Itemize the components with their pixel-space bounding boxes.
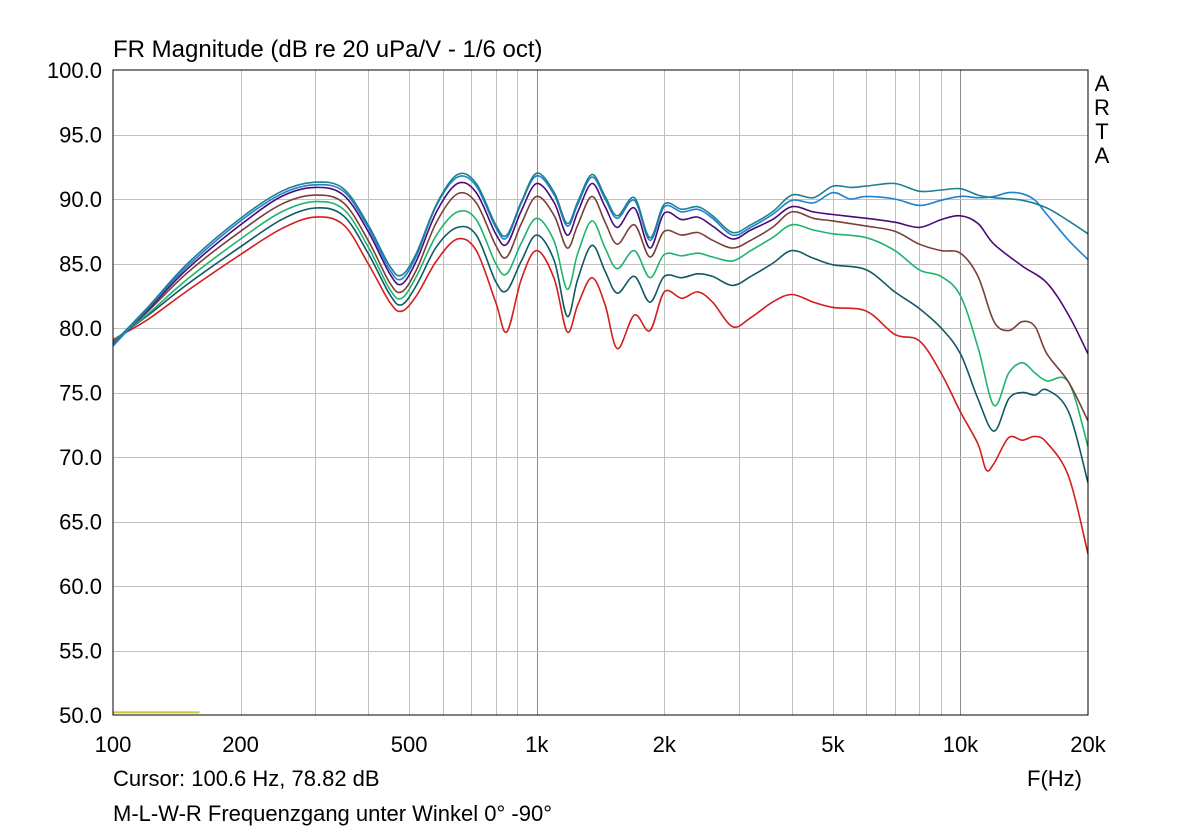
brand-letter-2: R [1094, 95, 1110, 120]
chart-title: FR Magnitude (dB re 20 uPa/V - 1/6 oct) [113, 36, 543, 63]
x-tick-label: 100 [95, 732, 132, 757]
series-lines [112, 172, 1089, 714]
y-tick-label: 65.0 [59, 510, 102, 535]
y-tick-label: 100.0 [47, 58, 102, 83]
series-line [112, 172, 1089, 345]
x-tick-label: 5k [821, 732, 845, 757]
x-tick-label: 10k [943, 732, 979, 757]
series-line [112, 191, 1089, 422]
arta-brand: A R T A [1092, 72, 1112, 168]
plot-frame [112, 69, 1089, 716]
x-tick-label: 2k [653, 732, 677, 757]
y-tick-label: 90.0 [59, 187, 102, 212]
y-tick-label: 70.0 [59, 445, 102, 470]
series-line [112, 207, 1089, 484]
y-tick-label: 60.0 [59, 574, 102, 599]
brand-letter-4: A [1094, 143, 1110, 168]
y-tick-label: 50.0 [59, 703, 102, 728]
brand-letter-3: T [1095, 119, 1109, 144]
x-axis-tick-labels: 100 200 500 1k 2k 5k 10k 20k [95, 732, 1107, 757]
grid-lines [113, 70, 1088, 715]
y-tick-label: 95.0 [59, 123, 102, 148]
y-tick-label: 85.0 [59, 252, 102, 277]
y-tick-label: 80.0 [59, 316, 102, 341]
y-tick-label: 75.0 [59, 381, 102, 406]
y-axis-tick-labels: 100.0 95.0 90.0 85.0 80.0 75.0 70.0 65.0 60.0 55.… [47, 58, 102, 728]
brand-letter-1: A [1094, 71, 1110, 96]
x-tick-label: 500 [391, 732, 428, 757]
series-line [112, 200, 1089, 447]
cursor-readout: Cursor: 100.6 Hz, 78.82 dB [113, 766, 380, 791]
series-line [112, 181, 1089, 355]
footer-caption: M-L-W-R Frequenzgang unter Winkel 0° -90… [113, 801, 553, 826]
x-tick-label: 20k [1070, 732, 1106, 757]
y-tick-label: 55.0 [59, 639, 102, 664]
x-tick-label: 1k [525, 732, 549, 757]
x-axis-label: F(Hz) [1027, 766, 1082, 791]
x-tick-label: 200 [222, 732, 259, 757]
series-line [112, 216, 1089, 554]
